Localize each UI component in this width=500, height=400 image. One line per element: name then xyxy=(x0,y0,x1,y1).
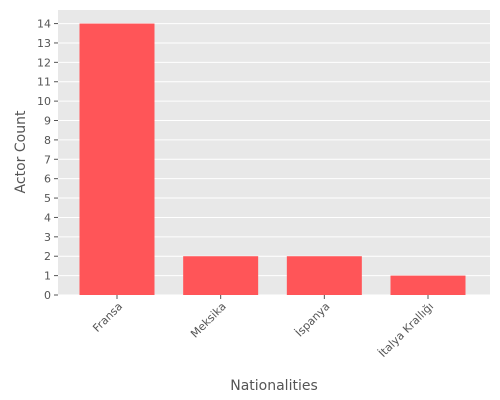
y-tick-label: 0 xyxy=(44,289,51,302)
y-tick-label: 10 xyxy=(37,95,51,108)
x-tick-label: İspanya xyxy=(293,300,333,340)
x-tick-label: Fransa xyxy=(90,300,125,335)
x-tick-label: İtalya Krallığı xyxy=(376,300,436,360)
y-tick-label: 8 xyxy=(44,134,51,147)
y-tick-label: 3 xyxy=(44,231,51,244)
bar xyxy=(286,256,362,295)
y-tick-label: 7 xyxy=(44,153,51,166)
bars-group xyxy=(79,23,466,295)
x-axis-label: Nationalities xyxy=(230,378,318,394)
y-tick-label: 11 xyxy=(37,76,51,89)
y-tick-label: 4 xyxy=(44,211,51,224)
bar xyxy=(79,23,155,295)
bar xyxy=(390,275,466,295)
y-tick-label: 1 xyxy=(44,270,51,283)
y-tick-label: 6 xyxy=(44,173,51,186)
y-tick-label: 12 xyxy=(37,56,51,69)
y-tick-label: 5 xyxy=(44,192,51,205)
y-tick-label: 9 xyxy=(44,115,51,128)
y-tick-label: 13 xyxy=(37,37,51,50)
y-tick-label: 14 xyxy=(37,18,51,31)
y-tick-label: 2 xyxy=(44,250,51,263)
bar xyxy=(183,256,259,295)
x-tick-label: Meksika xyxy=(188,300,229,341)
y-axis-label: Actor Count xyxy=(13,110,29,193)
x-axis-ticks: Fransa Meksika İspanya İtalya Krallığı xyxy=(90,295,436,360)
